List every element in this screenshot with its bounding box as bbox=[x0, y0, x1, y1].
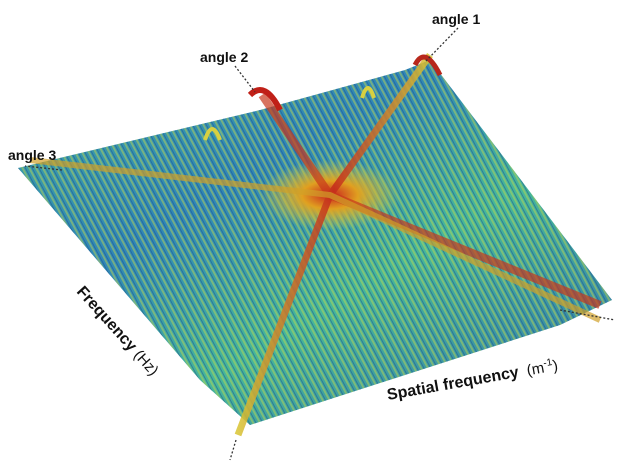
axis-unit: ) bbox=[551, 357, 559, 375]
axis-unit-exponent: -1 bbox=[542, 357, 553, 369]
surface bbox=[18, 52, 612, 437]
callouts bbox=[24, 27, 616, 461]
angle-label: angle 3 bbox=[8, 147, 56, 163]
axis-unit: (Hz) bbox=[130, 347, 162, 379]
angle-label: angle 2 bbox=[200, 49, 248, 65]
axis-unit: (m bbox=[525, 360, 545, 380]
angle-label: angle 1 bbox=[432, 11, 480, 27]
